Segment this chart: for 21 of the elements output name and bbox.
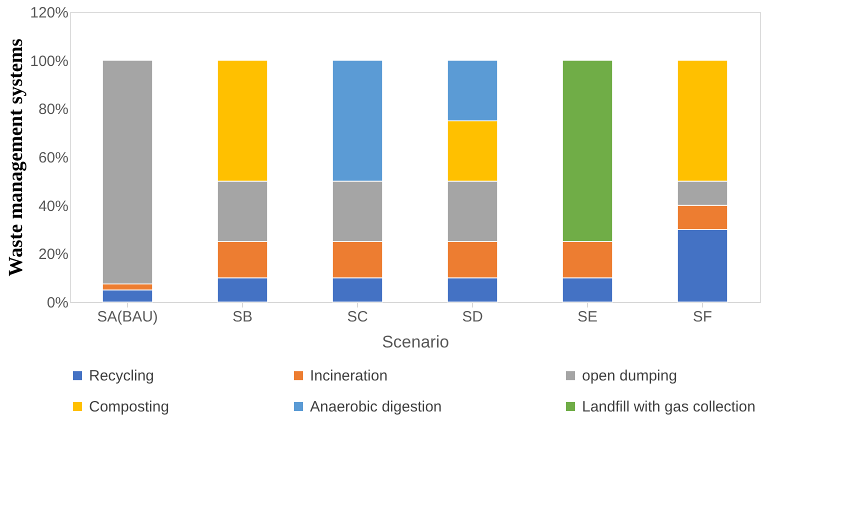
x-tick-label: SA(BAU) [97,308,158,326]
legend-label: open dumping [582,368,678,385]
legend-label: Recycling [89,368,154,385]
x-axis-title: Scenario [382,332,450,352]
y-tick-label: 80% [38,101,68,118]
y-tick-label: 120% [30,4,68,22]
y-tick-label: 40% [38,198,68,215]
y-tick-label: 20% [38,246,68,264]
x-tick-label: SB [232,308,253,326]
y-tick-label: 100% [30,52,68,70]
x-tick-label: SE [577,308,598,326]
x-tick-label: SD [462,308,484,326]
y-tick-label: 0% [46,294,68,312]
legend-label: Landfill with gas collection [582,398,756,416]
legend-label: Composting [89,398,170,416]
x-tick-label: SF [692,308,712,326]
x-tick-label: SC [347,308,368,326]
legend-label: Anaerobic digestion [310,398,442,416]
legend-label: Incineration [310,368,388,385]
y-axis-title: Waste management systems [5,38,28,276]
y-tick-label: 60% [38,150,68,166]
